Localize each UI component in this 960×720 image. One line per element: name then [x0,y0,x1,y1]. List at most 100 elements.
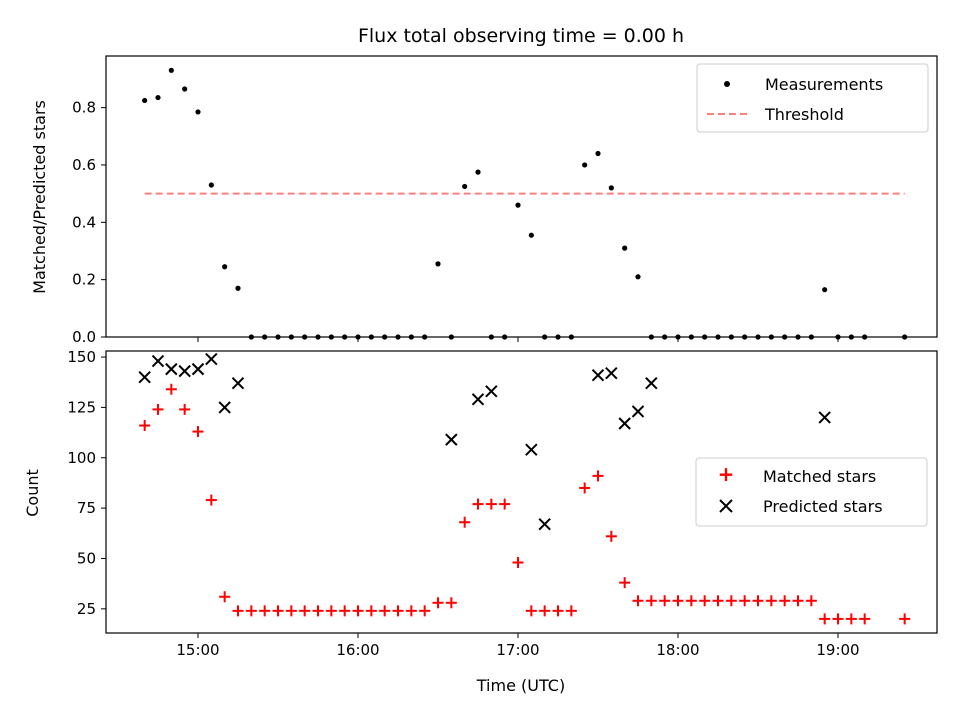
predicted-star-point [178,364,191,378]
y-tick-label: 125 [67,398,96,416]
matched-star-point [792,595,804,607]
predicted-star-point [138,370,151,384]
matched-star-point [472,498,484,510]
predicted-star-point [618,417,631,430]
measurement-point [595,150,601,157]
predicted-star-point [818,411,831,424]
chart-title: Flux total observing time = 0.00 h [358,25,684,47]
bottom-x-ticks: 15:00 16:00 17:00 18:00 19:00 [176,633,860,659]
x-tick-label: 18:00 [656,641,699,659]
predicted-star-point [538,518,551,531]
measurement-point [528,232,534,238]
top-ylabel: Matched/Predicted stars [30,100,49,294]
measurement-point [582,162,588,168]
top-panel: Matched/Predicted stars 0.00.20.40.60.8 … [30,55,938,346]
x-tick-label: 16:00 [336,641,379,659]
matched-star-point [659,595,671,607]
y-tick-label: 100 [67,449,96,467]
measurement-point [622,245,628,251]
predicted-star-point [485,385,498,398]
predicted-star-point [151,354,165,368]
matched-star-point [152,403,164,415]
matched-star-point [605,530,617,542]
matched-star-point [712,595,724,607]
predicted-star-point [605,366,618,380]
bottom-axes-frame [105,350,938,634]
matched-star-point [645,595,657,607]
matched-star-point [859,613,871,625]
matched-star-point [232,605,244,617]
matched-star-point [405,605,417,617]
predicted-star-point [231,377,245,390]
bottom-marks [138,352,911,625]
top-legend: Measurements Threshold [696,63,929,133]
matched-star-point [672,595,684,607]
measurement-point [168,67,174,73]
legend-predicted-marker [719,499,733,513]
measurement-point [475,169,481,175]
top-x-ticks [197,337,839,342]
legend-matched-marker: + [718,462,735,486]
legend-predicted-label: Predicted stars [763,497,883,516]
predicted-star-point [165,362,178,376]
matched-star-point [579,482,591,494]
top-legend-box [696,63,929,133]
y-tick-label: 75 [77,499,96,517]
measurement-point [822,287,828,293]
measurement-point [155,94,161,101]
measurement-point [462,183,468,190]
bottom-legend-box [695,457,928,527]
measurement-point [142,97,148,104]
matched-star-point [312,605,324,617]
measurement-point [235,285,241,291]
legend-measurements-label: Measurements [765,75,883,94]
y-tick-label: 25 [77,600,96,618]
x-tick-label: 17:00 [496,641,539,659]
predicted-star-point [191,362,205,376]
predicted-star-point [645,377,658,390]
measurement-point [222,264,228,270]
matched-star-point [379,605,391,617]
y-tick-label: 150 [67,348,96,366]
matched-star-point [779,595,791,607]
matched-star-point [352,605,364,617]
measurement-point [208,182,214,188]
top-y-ticks: 0.0 0.2 0.4 0.6 0.8 [72,99,106,346]
y-tick-label: 0.8 [72,99,96,117]
measurement-point [635,274,641,280]
matched-star-point [339,605,351,617]
matched-star-point [272,605,284,617]
matched-star-point [179,403,191,415]
y-tick-label: 50 [77,549,96,567]
y-tick-label: 0.4 [72,213,96,231]
matched-star-point [832,613,844,625]
legend-measurements-marker [724,81,730,87]
matched-star-point [432,597,444,609]
matched-star-point [205,494,217,506]
predicted-star-point [591,368,605,382]
measurement-point [608,185,614,191]
matched-star-point [592,470,604,482]
matched-star-point [552,605,564,617]
predicted-star-point [445,433,458,446]
matched-star-point [299,605,311,617]
bottom-xlabel: Time (UTC) [476,676,565,695]
x-tick-label: 19:00 [816,641,859,659]
bottom-panel: Count Time (UTC) 25 50 75 100 125 150 15:00 16… [23,348,938,695]
matched-star-point [139,420,151,432]
matched-star-point [685,595,697,607]
measurement-point [515,202,521,208]
legend-threshold-label: Threshold [764,105,844,124]
measurement-point [435,261,441,267]
matched-star-point [739,595,751,607]
matched-star-point [499,498,511,510]
matched-star-point [285,605,297,617]
top-axes-frame [105,55,938,338]
matched-star-point [445,597,457,609]
matched-star-point [419,605,431,617]
matched-star-point [259,605,271,617]
matched-star-point [619,577,631,589]
bottom-y-ticks: 25 50 75 100 125 150 [67,348,106,618]
matched-star-point [192,426,204,438]
measurement-point [195,109,201,115]
